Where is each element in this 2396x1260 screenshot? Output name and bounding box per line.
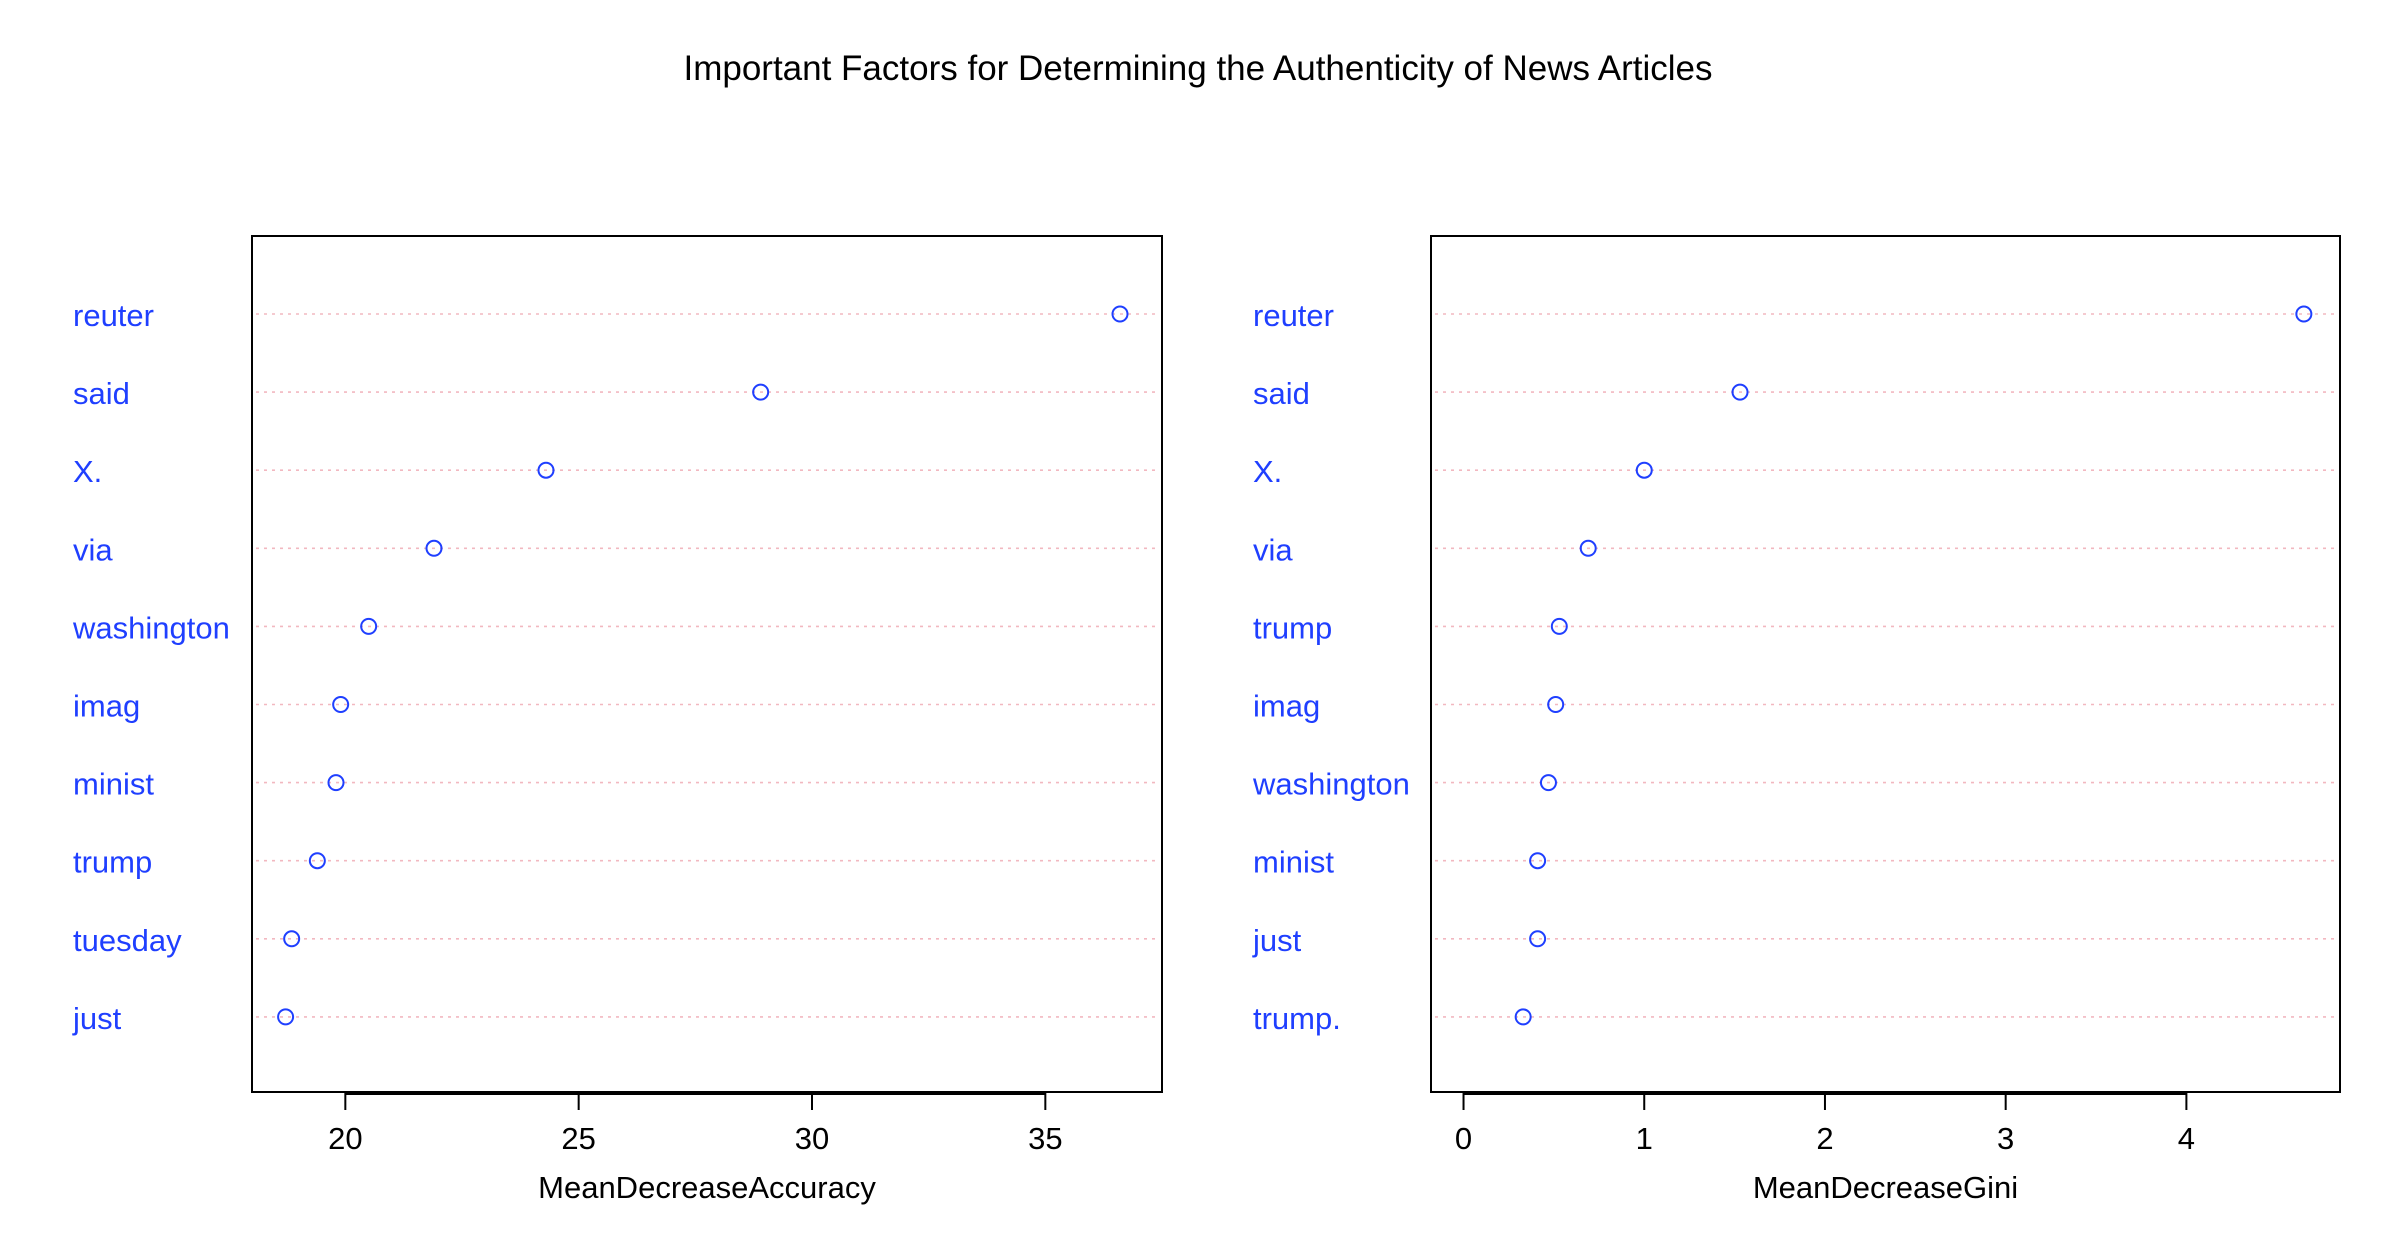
x-tick-label: 1	[1636, 1121, 1653, 1156]
category-label: just	[72, 1001, 122, 1036]
category-label: reuter	[73, 298, 154, 333]
plot-frame	[251, 235, 1163, 1093]
data-point	[1731, 383, 1749, 401]
data-point	[360, 617, 378, 635]
data-point	[283, 930, 301, 948]
data-point	[1547, 696, 1565, 713]
category-label: just	[1252, 923, 1302, 958]
data-point	[752, 383, 770, 401]
x-tick-label: 2	[1816, 1121, 1833, 1156]
data-point	[1550, 617, 1568, 635]
category-label: tuesday	[73, 923, 182, 958]
data-point	[1635, 461, 1653, 479]
category-label: imag	[73, 689, 140, 724]
data-point	[308, 852, 326, 870]
x-tick-label: 0	[1455, 1121, 1472, 1156]
x-tick-label: 30	[795, 1121, 829, 1156]
category-label: via	[73, 532, 113, 567]
category-label: minist	[1253, 845, 1334, 880]
category-label: washington	[1252, 767, 1410, 802]
data-point	[1529, 930, 1547, 948]
data-point	[277, 1008, 295, 1026]
data-point	[1579, 539, 1597, 557]
data-point	[1514, 1008, 1532, 1026]
data-point	[537, 461, 555, 479]
data-point	[425, 539, 443, 557]
data-point	[1529, 852, 1547, 870]
data-point	[1111, 305, 1129, 323]
x-tick-label: 35	[1028, 1121, 1062, 1156]
category-label: trump	[1253, 610, 1332, 645]
category-label: said	[1253, 376, 1310, 411]
x-axis-label: MeanDecreaseGini	[1753, 1170, 2018, 1205]
x-tick-label: 4	[2178, 1121, 2195, 1156]
x-tick-label: 3	[1997, 1121, 2014, 1156]
category-label: trump.	[1253, 1001, 1341, 1036]
x-tick-label: 25	[561, 1121, 595, 1156]
data-point	[2295, 305, 2313, 323]
plot-frame	[1430, 235, 2341, 1093]
x-tick-label: 20	[328, 1121, 362, 1156]
category-label: minist	[73, 767, 154, 802]
data-point	[332, 696, 350, 713]
category-label: reuter	[1253, 298, 1334, 333]
data-point	[1539, 774, 1557, 792]
category-label: washington	[72, 610, 230, 645]
category-label: said	[73, 376, 130, 411]
category-label: trump	[73, 845, 152, 880]
accuracy-panel: reuter said X. via washington imag minist trump…	[72, 235, 1163, 1205]
data-point	[327, 774, 345, 792]
category-label: X.	[1253, 454, 1282, 489]
category-label: X.	[73, 454, 102, 489]
x-axis-label: MeanDecreaseAccuracy	[538, 1170, 876, 1205]
chart-title: Important Factors for Determining the Au…	[683, 49, 1712, 88]
category-label: imag	[1253, 689, 1320, 724]
gini-panel: reuter said X. via trump imag washington minist…	[1252, 235, 2341, 1205]
category-label: via	[1253, 532, 1293, 567]
